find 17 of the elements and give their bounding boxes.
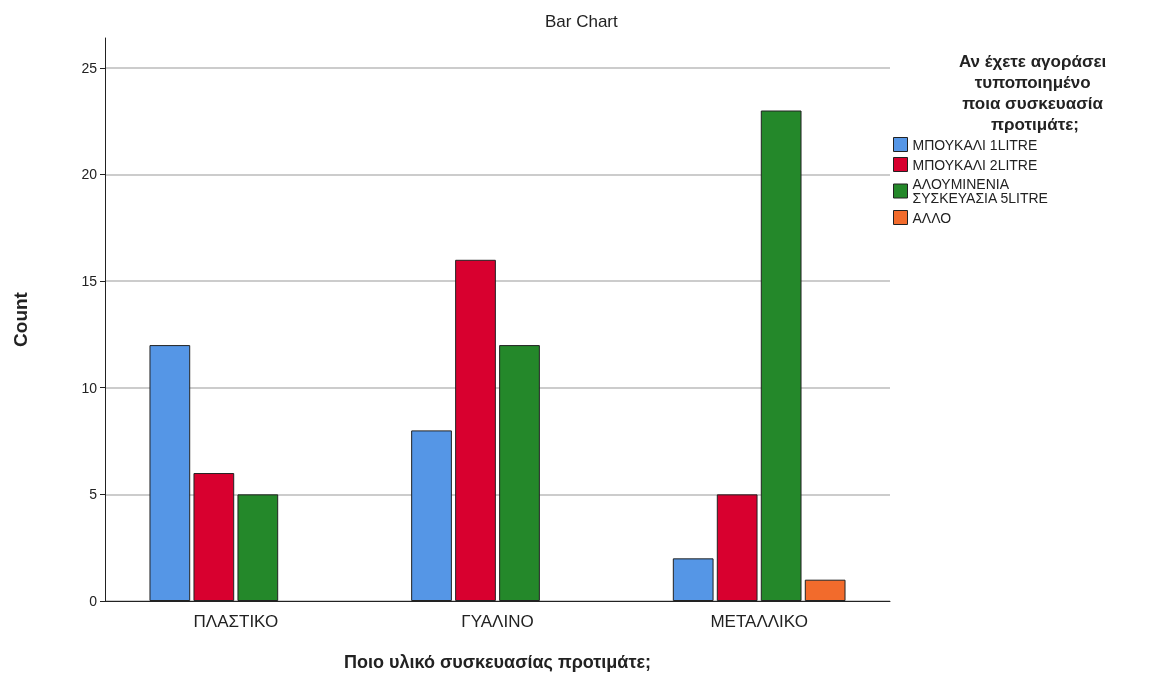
legend-label: ΜΠΟΥΚΑΛΙ 2LITRE <box>912 156 1038 173</box>
y-axis-title: Count <box>10 291 31 347</box>
legend-label: ΑΛΛΟ <box>912 209 952 226</box>
y-tick-label: 0 <box>89 593 98 609</box>
chart-title: Bar Chart <box>545 12 619 31</box>
y-tick-label: 5 <box>89 486 98 503</box>
x-tick-label: ΓΥΑΛΙΝΟ <box>461 612 534 631</box>
legend-label: ΑΛΟΥΜΙΝΕΝΙΑ ΣΥΣΚΕΥΑΣΙΑ 5LITRE <box>912 176 1048 206</box>
x-axis-title: Ποιο υλικό συσκευασίας προτιμάτε; <box>344 652 651 672</box>
legend-title: Αν έχετε αγοράσει τυποποιημένο ποια συσκευασία προτιμάτε; <box>958 52 1112 134</box>
legend-label: ΜΠΟΥΚΑΛΙ 1LITRE <box>912 136 1038 153</box>
y-tick-label: 20 <box>81 166 98 183</box>
y-tick-label: 25 <box>81 59 98 76</box>
y-tick-label: 15 <box>81 273 98 290</box>
x-tick-label: ΠΛΑΣΤΙΚΟ <box>193 612 279 631</box>
y-tick-label: 10 <box>81 379 98 396</box>
x-tick-label: ΜΕΤΑΛΛΙΚΟ <box>710 612 808 631</box>
